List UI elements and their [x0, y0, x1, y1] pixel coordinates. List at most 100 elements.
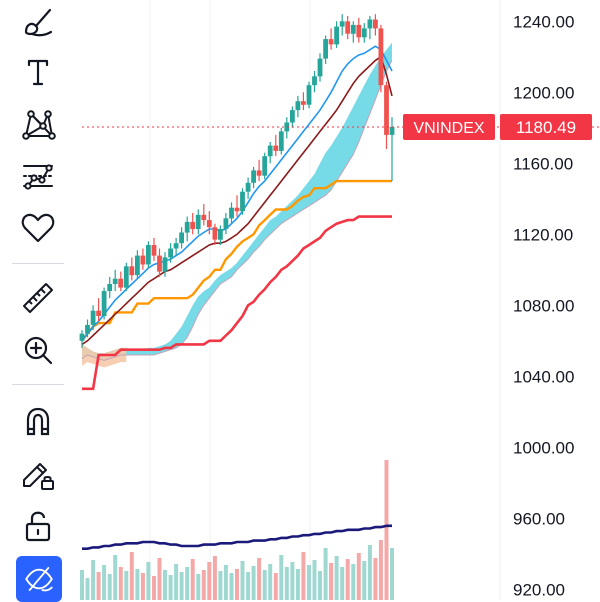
prediction-tool[interactable] — [10, 150, 66, 202]
volume-bar — [268, 564, 273, 600]
candle-body — [240, 191, 245, 212]
unlock-icon — [25, 511, 51, 542]
volume-bar — [378, 540, 383, 600]
volume-bar — [212, 556, 217, 600]
zoom-in-icon — [24, 336, 53, 365]
xabcd-pattern-icon — [22, 110, 56, 140]
volume-bar — [80, 570, 84, 600]
ruler-icon — [23, 283, 53, 313]
volume-bar — [307, 565, 311, 600]
candle-body — [389, 126, 395, 135]
price-axis-tick-label: 1000.00 — [513, 438, 574, 457]
measure-tool[interactable] — [10, 272, 66, 324]
volume-bar — [334, 556, 339, 600]
volume-bar — [351, 564, 356, 600]
price-axis-tick-label: 1160.00 — [513, 154, 573, 173]
candle-body — [245, 182, 251, 192]
volume-bar — [113, 555, 118, 600]
candle-body — [256, 170, 262, 176]
candle-body — [251, 170, 256, 183]
price-axis-tick-label: 1080.00 — [513, 296, 574, 315]
candle-body — [350, 24, 356, 34]
candle-body — [229, 207, 234, 219]
candle-body — [301, 101, 306, 105]
candle-body — [90, 310, 96, 325]
candle-body — [278, 131, 284, 151]
volume-bar — [107, 574, 112, 600]
volume-bar — [257, 558, 262, 600]
volume-bar — [340, 567, 345, 600]
candle-body — [179, 232, 184, 244]
volume-bar — [312, 560, 317, 600]
volume-bar — [384, 460, 389, 600]
pattern-tool[interactable] — [10, 98, 66, 150]
candle-body — [384, 85, 389, 135]
heart-icon — [21, 213, 55, 243]
candle-body — [184, 221, 190, 233]
magnet-icon — [26, 407, 50, 436]
pencil-lock-icon — [23, 463, 54, 490]
volume-bar — [367, 545, 372, 600]
candle-body — [290, 110, 295, 123]
volume-bar — [146, 562, 151, 600]
candle-body — [201, 214, 207, 221]
volume-bar — [284, 567, 289, 600]
price-axis[interactable]: 1240.00 1200.00 1160.00 1120.00 1080.00 1040.… — [513, 12, 574, 599]
volume-bar — [163, 570, 167, 600]
volume-bar — [201, 570, 206, 600]
lock-drawings-tool[interactable] — [10, 448, 66, 500]
magnet-tool[interactable] — [10, 396, 66, 448]
candle-body — [378, 28, 384, 86]
brush-tool[interactable] — [10, 0, 66, 48]
toolbar-separator — [12, 384, 64, 385]
candle-body — [334, 26, 339, 45]
eye-off-icon — [25, 567, 53, 592]
candle-body — [146, 245, 151, 265]
volume-bar — [356, 553, 361, 600]
volume-bar — [102, 565, 107, 600]
volume-bar — [118, 567, 123, 600]
volume-bar — [140, 573, 145, 600]
candle-body — [223, 218, 229, 229]
candle-body — [317, 58, 323, 77]
candle-body — [168, 248, 173, 258]
volume-bar — [318, 571, 322, 600]
price-axis-tick-label: 1120.00 — [513, 225, 573, 244]
lock-all-tool[interactable] — [10, 500, 66, 552]
volume-bar — [262, 570, 267, 600]
zoom-tool[interactable] — [10, 324, 66, 376]
candle-body — [135, 255, 140, 276]
volume-bar — [273, 573, 278, 600]
text-tool[interactable] — [10, 46, 66, 98]
volume-bar — [168, 575, 173, 600]
candle-body — [312, 76, 317, 86]
candle-body — [206, 220, 212, 228]
candle-body — [173, 243, 179, 249]
hide-drawings-tool[interactable] — [16, 556, 62, 602]
volume-bar — [251, 566, 256, 600]
candle-body — [345, 21, 351, 34]
senkou-span-b-line — [82, 215, 392, 391]
volume-bar — [91, 560, 96, 600]
forecast-icon — [23, 164, 53, 190]
volume-bar — [246, 572, 251, 600]
price-axis-tick-label: 1040.00 — [513, 367, 574, 386]
volume-bar — [329, 563, 334, 600]
volume-bar — [179, 572, 184, 600]
kijun-sen-line — [81, 55, 393, 346]
volume-bar — [85, 578, 90, 600]
candle-body — [234, 207, 240, 212]
price-axis-tick-label: 1200.00 — [513, 83, 574, 102]
candle-body — [140, 255, 146, 265]
tenkan-sen-line — [81, 45, 393, 342]
favorites-tool[interactable] — [10, 202, 66, 254]
candle-body — [356, 24, 362, 38]
volume-bar — [96, 572, 101, 600]
candle-body — [273, 145, 279, 151]
volume-bar — [362, 561, 367, 600]
last-price-tag-label: 1180.49 — [516, 118, 576, 137]
candle-body — [295, 101, 301, 111]
volume-bar — [390, 548, 394, 600]
candle-body — [79, 333, 85, 341]
